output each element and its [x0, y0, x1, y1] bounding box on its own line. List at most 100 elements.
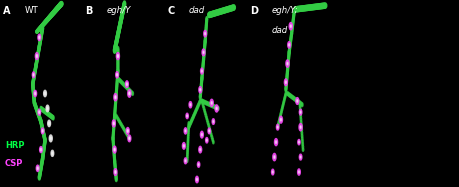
Ellipse shape — [112, 130, 114, 134]
Ellipse shape — [227, 6, 230, 12]
Ellipse shape — [126, 132, 127, 135]
Ellipse shape — [227, 6, 230, 11]
Ellipse shape — [114, 111, 116, 115]
Ellipse shape — [218, 9, 222, 14]
Ellipse shape — [301, 6, 304, 11]
Ellipse shape — [119, 19, 122, 25]
Ellipse shape — [34, 102, 36, 107]
Ellipse shape — [219, 9, 222, 14]
Ellipse shape — [119, 79, 121, 82]
Ellipse shape — [185, 113, 188, 119]
Ellipse shape — [114, 94, 117, 101]
Ellipse shape — [40, 107, 42, 111]
Ellipse shape — [117, 69, 118, 73]
Ellipse shape — [117, 30, 119, 36]
Ellipse shape — [290, 36, 291, 40]
Ellipse shape — [37, 29, 39, 32]
Ellipse shape — [32, 87, 34, 91]
Ellipse shape — [115, 99, 116, 104]
Ellipse shape — [301, 142, 303, 146]
Ellipse shape — [34, 92, 36, 95]
Ellipse shape — [312, 4, 315, 10]
Ellipse shape — [115, 90, 117, 94]
Ellipse shape — [39, 26, 41, 30]
Ellipse shape — [286, 70, 288, 74]
Ellipse shape — [127, 130, 128, 132]
Ellipse shape — [115, 91, 117, 96]
Ellipse shape — [32, 78, 34, 82]
Ellipse shape — [277, 122, 279, 125]
Ellipse shape — [291, 24, 293, 28]
Ellipse shape — [300, 120, 301, 124]
Ellipse shape — [285, 77, 287, 81]
Ellipse shape — [119, 18, 122, 24]
Ellipse shape — [112, 125, 114, 129]
Ellipse shape — [121, 12, 123, 18]
Ellipse shape — [47, 112, 49, 116]
Ellipse shape — [202, 67, 203, 71]
Ellipse shape — [203, 30, 206, 37]
Ellipse shape — [208, 126, 210, 129]
Ellipse shape — [301, 137, 302, 140]
Ellipse shape — [52, 11, 55, 15]
Ellipse shape — [299, 104, 300, 107]
Ellipse shape — [198, 164, 199, 165]
Ellipse shape — [224, 7, 227, 13]
Ellipse shape — [42, 150, 45, 154]
Ellipse shape — [284, 79, 287, 86]
Ellipse shape — [183, 145, 184, 147]
Ellipse shape — [116, 72, 118, 78]
Ellipse shape — [291, 95, 292, 99]
Ellipse shape — [288, 48, 290, 52]
Ellipse shape — [297, 6, 301, 11]
Ellipse shape — [116, 80, 118, 84]
Ellipse shape — [305, 5, 308, 10]
Ellipse shape — [37, 51, 39, 56]
Ellipse shape — [40, 36, 42, 40]
Ellipse shape — [33, 76, 35, 81]
Ellipse shape — [222, 8, 225, 13]
Ellipse shape — [193, 113, 195, 117]
Ellipse shape — [116, 85, 118, 89]
Ellipse shape — [210, 133, 212, 137]
Ellipse shape — [205, 28, 207, 32]
Ellipse shape — [40, 24, 43, 28]
Ellipse shape — [113, 47, 116, 53]
Ellipse shape — [288, 50, 290, 54]
Ellipse shape — [36, 30, 39, 33]
Ellipse shape — [49, 113, 51, 117]
Ellipse shape — [33, 99, 35, 104]
Ellipse shape — [307, 5, 310, 10]
Ellipse shape — [211, 102, 212, 104]
Ellipse shape — [112, 141, 114, 145]
Ellipse shape — [190, 121, 191, 124]
Ellipse shape — [192, 114, 194, 118]
Ellipse shape — [112, 127, 114, 131]
Ellipse shape — [118, 23, 121, 29]
Ellipse shape — [299, 111, 300, 113]
Ellipse shape — [53, 9, 56, 13]
Ellipse shape — [198, 87, 201, 93]
Ellipse shape — [40, 34, 42, 38]
Ellipse shape — [35, 105, 37, 110]
Ellipse shape — [204, 111, 206, 115]
Ellipse shape — [113, 114, 115, 118]
Ellipse shape — [35, 105, 37, 109]
Ellipse shape — [39, 39, 41, 43]
Ellipse shape — [212, 138, 213, 141]
Ellipse shape — [206, 119, 207, 122]
Ellipse shape — [48, 15, 51, 19]
Ellipse shape — [112, 140, 114, 144]
Ellipse shape — [45, 18, 48, 22]
Ellipse shape — [117, 64, 118, 68]
Ellipse shape — [276, 124, 278, 130]
Ellipse shape — [114, 148, 115, 151]
Ellipse shape — [55, 8, 57, 12]
Ellipse shape — [59, 2, 62, 7]
Ellipse shape — [45, 19, 48, 22]
Ellipse shape — [216, 107, 217, 110]
Ellipse shape — [123, 2, 125, 8]
Ellipse shape — [117, 51, 118, 56]
Ellipse shape — [51, 11, 54, 15]
Ellipse shape — [112, 120, 115, 127]
